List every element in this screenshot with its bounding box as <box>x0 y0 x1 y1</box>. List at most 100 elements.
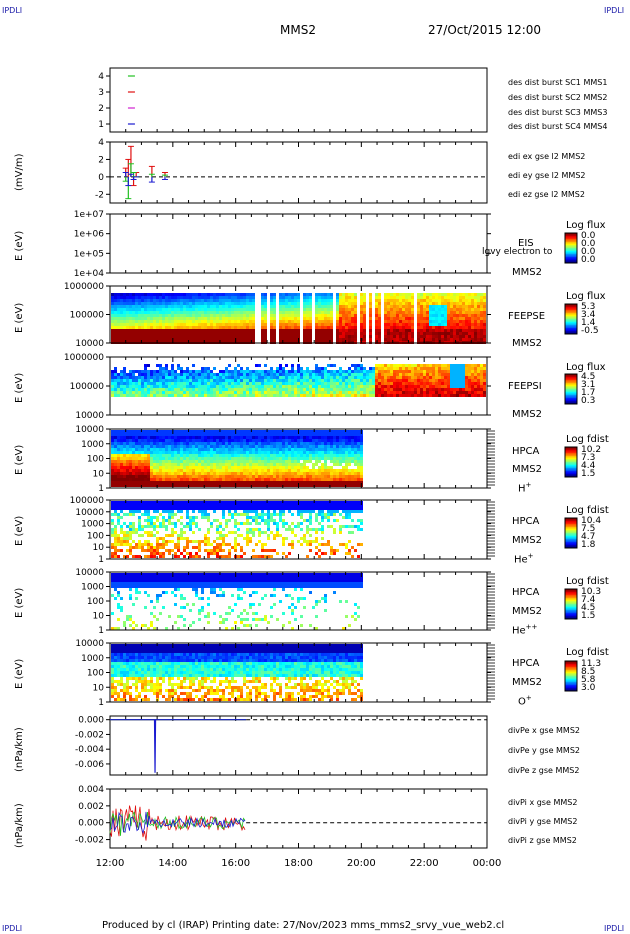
feepse-panel-cell <box>330 323 333 326</box>
hpca-h-panel-cell <box>132 457 135 460</box>
hpca-h-panel-cell <box>297 445 300 448</box>
feepsi-panel-cell <box>396 373 399 376</box>
hpca-h-panel-cell <box>126 439 129 442</box>
feepse-panel-cell <box>126 314 129 317</box>
feepse-panel-cell <box>279 293 282 296</box>
hpca-h-panel-cell <box>291 442 294 445</box>
hpca-h-panel-cell <box>159 481 162 484</box>
feepsi-panel-cell <box>162 391 165 394</box>
hpca-h-panel-cell <box>198 436 201 439</box>
feepse-panel-cell <box>306 332 309 335</box>
feepsi-panel-cell <box>357 376 360 379</box>
hpca-h-panel-cell <box>261 469 264 472</box>
hpca-h-panel-cell <box>165 466 168 469</box>
feepse-panel-cell <box>285 311 288 314</box>
feepse-panel-cell <box>462 293 465 296</box>
hpca-h-panel-cell <box>222 472 225 475</box>
feepsi-panel-cell <box>288 388 291 391</box>
feepse-panel-cell <box>213 338 216 341</box>
hpca-h-panel-cell <box>261 436 264 439</box>
feepse-panel-cell <box>186 332 189 335</box>
hpca-h-panel-cell <box>225 475 228 478</box>
feepsi-panel-cell <box>441 385 444 388</box>
feepsi-panel-cell <box>453 379 456 382</box>
feepsi-panel-cell <box>216 379 219 382</box>
hpca-h-panel-cell <box>225 436 228 439</box>
hpca-h-panel-cell <box>297 478 300 481</box>
hpca-h-panel-cell <box>183 484 186 487</box>
feepse-panel-cell <box>318 335 321 338</box>
feepse-panel-cell <box>369 293 372 296</box>
hpca-h-panel-cell <box>279 454 282 457</box>
feepsi-panel-cell <box>171 379 174 382</box>
feepse-panel-cell <box>141 314 144 317</box>
hpca-h-panel-cell <box>234 460 237 463</box>
feepse-panel-cell <box>423 326 426 329</box>
hpca-h-panel-cell <box>159 448 162 451</box>
feepse-panel-cell <box>228 302 231 305</box>
hpca-h-panel-cell <box>111 475 114 478</box>
feepse-panel-cell <box>138 305 141 308</box>
hpca-h-panel-cell <box>159 430 162 433</box>
feepse-panel-cell <box>441 335 444 338</box>
feepsi-panel-cell <box>207 367 210 370</box>
hpca-h-panel-cell <box>228 436 231 439</box>
feepse-panel-cell <box>444 296 447 299</box>
hpca-h-panel-cell <box>303 451 306 454</box>
hpca-h-panel-cell <box>177 484 180 487</box>
hpca-h-panel-cell <box>312 433 315 436</box>
feepse-panel-cell <box>342 326 345 329</box>
hpca-h-panel-cell <box>162 472 165 475</box>
feepsi-panel-cell <box>180 388 183 391</box>
hpca-h-panel-cell <box>282 472 285 475</box>
hpca-h-panel-cell <box>324 442 327 445</box>
feepse-panel-cell <box>150 314 153 317</box>
hpca-h-panel-cell <box>306 436 309 439</box>
feepse-panel-cell <box>225 305 228 308</box>
hpca-h-panel-cell <box>174 466 177 469</box>
feepsi-panel-cell <box>375 370 378 373</box>
feepsi-panel-cell <box>450 367 453 370</box>
feepse-panel-cell <box>126 299 129 302</box>
feepsi-panel-cell <box>177 376 180 379</box>
feepse-panel-cell <box>459 293 462 296</box>
feepsi-panel-cell <box>204 373 207 376</box>
feepsi-cbar-cell <box>565 381 577 384</box>
feepsi-panel-cell <box>225 394 228 397</box>
feepse-panel-cell <box>138 329 141 332</box>
hpca-h-panel-cell <box>189 460 192 463</box>
hpca-h-panel-cell <box>144 436 147 439</box>
feepse-panel-cell <box>111 305 114 308</box>
feepsi-panel-cell <box>225 391 228 394</box>
feepse-panel-cell <box>264 335 267 338</box>
hpca-h-panel-cell <box>324 433 327 436</box>
hpca-h-panel-cell <box>201 475 204 478</box>
hpca-h-panel-cell <box>270 445 273 448</box>
feepse-panel-cell <box>126 338 129 341</box>
feepse-panel-cell <box>219 296 222 299</box>
feepsi-panel-cell <box>387 391 390 394</box>
feepse-panel-cell <box>456 329 459 332</box>
feepsi-panel-cell <box>294 391 297 394</box>
feepse-panel-cell <box>447 311 450 314</box>
feepse-panel-cell <box>159 335 162 338</box>
hpca-h-panel-cell <box>261 454 264 457</box>
hpca-h-panel-cell <box>246 448 249 451</box>
hpca-h-panel-cell <box>282 478 285 481</box>
feepse-panel-cell <box>303 335 306 338</box>
feepse-panel-cell <box>420 332 423 335</box>
feepse-panel-cell <box>177 299 180 302</box>
feepse-panel-cell <box>477 302 480 305</box>
feepse-panel-cell <box>417 302 420 305</box>
feepsi-panel-cell <box>219 382 222 385</box>
feepsi-panel-cell <box>456 379 459 382</box>
feepse-panel-cell <box>198 293 201 296</box>
feepse-panel-cell <box>117 302 120 305</box>
hpca-h-panel-cell <box>168 448 171 451</box>
feepsi-cbar-cell <box>565 389 577 391</box>
hpca-h-panel-cell <box>201 484 204 487</box>
feepse-panel-cell <box>309 311 312 314</box>
feepsi-panel-cell <box>249 379 252 382</box>
feepse-panel-cell <box>345 308 348 311</box>
feepsi-panel-cell <box>171 385 174 388</box>
